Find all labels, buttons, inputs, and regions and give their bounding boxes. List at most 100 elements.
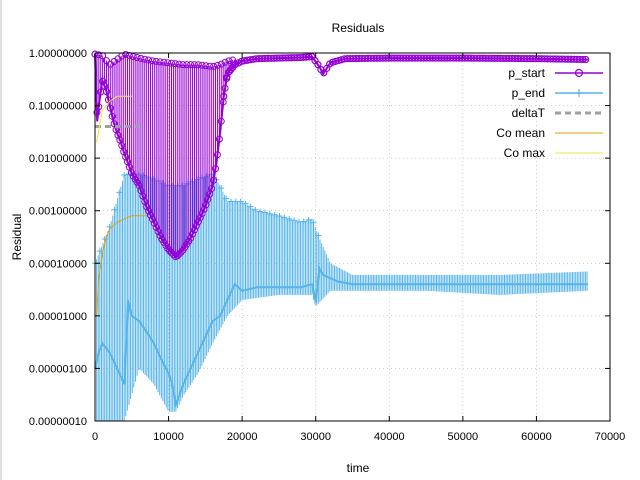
p_end-marker: [223, 195, 230, 202]
x-tick-label: 20000: [227, 431, 258, 443]
p_start-marker: [213, 61, 221, 69]
series-p_start-markers: [220, 53, 590, 100]
p_start-marker: [156, 232, 164, 240]
p_start-marker: [220, 92, 228, 100]
p_start-marker: [579, 55, 587, 64]
p_start-marker: [582, 55, 590, 64]
p_start-marker: [152, 223, 160, 231]
p_end-marker: [266, 210, 273, 217]
legend-label: p_end: [512, 86, 545, 100]
x-axis-label: time: [347, 461, 370, 475]
p_start-marker: [190, 226, 198, 234]
legend: p_start p_end deltaT Co mean Co max: [496, 66, 603, 160]
series-p_end-line: [94, 265, 588, 410]
p_start-marker: [114, 131, 122, 139]
x-tick-label: 30000: [300, 431, 331, 443]
p_start-marker: [194, 61, 202, 69]
series-Co-mean-line: [96, 215, 147, 316]
p_start-marker: [223, 74, 231, 82]
p_start-marker: [192, 222, 200, 230]
p_end-marker: [310, 219, 317, 226]
p_start-marker: [210, 62, 218, 70]
p_start-marker: [160, 58, 168, 66]
p_start-marker: [198, 61, 206, 69]
y-tick-label: 0.00000100: [29, 363, 87, 375]
p_start-marker: [145, 207, 153, 215]
p_start-marker: [202, 62, 210, 70]
y-tick-label: 0.00100000: [29, 206, 87, 218]
p_end-marker: [271, 211, 278, 218]
legend-marker: [575, 89, 583, 97]
p_start-marker: [152, 57, 160, 65]
p_start-marker: [154, 228, 162, 236]
p_end-marker: [247, 203, 254, 210]
p_start-marker: [206, 62, 214, 70]
p_start-marker: [146, 211, 154, 219]
p_end-marker: [291, 217, 298, 224]
p_start-marker: [148, 215, 156, 223]
p_end-marker: [261, 209, 268, 216]
y-tick-label: 1.00000000: [29, 48, 87, 60]
y-axis: 0.00000010 0.00000100 0.00001000 0.00010000…: [29, 48, 610, 428]
legend-label: Co max: [504, 146, 545, 160]
x-tick-label: 70000: [595, 431, 626, 443]
legend-marker: [574, 68, 584, 78]
p_end-marker: [276, 212, 283, 219]
p_end-marker: [281, 214, 288, 221]
p_start-marker: [137, 54, 145, 62]
p_start-marker: [183, 61, 191, 69]
p_end-marker: [242, 200, 249, 207]
p_end-marker: [315, 232, 322, 239]
x-axis: 0 10000 20000 30000 40000 50000 60000 70000: [92, 53, 625, 443]
series-Co-max-line: [96, 95, 132, 143]
p_start-marker: [143, 203, 151, 211]
p_end-marker: [218, 185, 225, 192]
p_start-marker: [217, 60, 225, 68]
legend-label: Co mean: [496, 126, 545, 140]
x-tick-label: 40000: [374, 431, 405, 443]
y-tick-label: 0.00000010: [29, 416, 87, 428]
p_start-marker: [164, 59, 172, 67]
series-p_end-band: [92, 170, 588, 421]
p_start-marker: [175, 60, 183, 68]
p_start-marker: [196, 214, 204, 222]
y-tick-label: 0.10000000: [29, 101, 87, 113]
x-tick-label: 50000: [448, 431, 479, 443]
x-tick-label: 10000: [153, 431, 184, 443]
p_start-marker: [194, 218, 202, 226]
x-tick-label: 0: [92, 431, 98, 443]
p_start-marker: [187, 61, 195, 69]
y-axis-label: Residual: [10, 214, 24, 261]
p_end-marker: [252, 206, 259, 213]
p_end-marker: [140, 172, 147, 179]
p_start-marker: [200, 205, 208, 213]
plot-area-border: [94, 52, 611, 422]
x-tick-label: 60000: [521, 431, 552, 443]
p_start-marker: [168, 59, 176, 67]
p_start-marker: [187, 234, 195, 242]
legend-label: deltaT: [512, 106, 546, 120]
p_start-marker: [141, 55, 149, 63]
p_start-marker: [156, 58, 164, 66]
p_start-marker: [129, 53, 137, 61]
p_start-marker: [190, 61, 198, 69]
p_end-marker: [150, 175, 157, 182]
series-layer: [91, 50, 590, 421]
y-tick-label: 0.00001000: [29, 311, 87, 323]
p_start-marker: [122, 50, 130, 58]
series-p_start-line: [94, 54, 588, 259]
p_start-marker: [225, 57, 233, 65]
p_end-marker: [159, 180, 166, 187]
p_start-marker: [198, 210, 206, 218]
chart-title: Residuals: [332, 21, 385, 35]
p_start-marker: [145, 56, 153, 64]
p_start-marker: [171, 60, 179, 68]
p_start-marker: [122, 153, 130, 161]
p_start-marker: [166, 247, 174, 255]
p_end-marker: [237, 198, 244, 205]
y-tick-label: 0.01000000: [29, 153, 87, 165]
p_start-marker: [189, 230, 197, 238]
p_start-marker: [148, 57, 156, 65]
legend-label: p_start: [508, 66, 545, 80]
p_start-marker: [179, 61, 187, 69]
